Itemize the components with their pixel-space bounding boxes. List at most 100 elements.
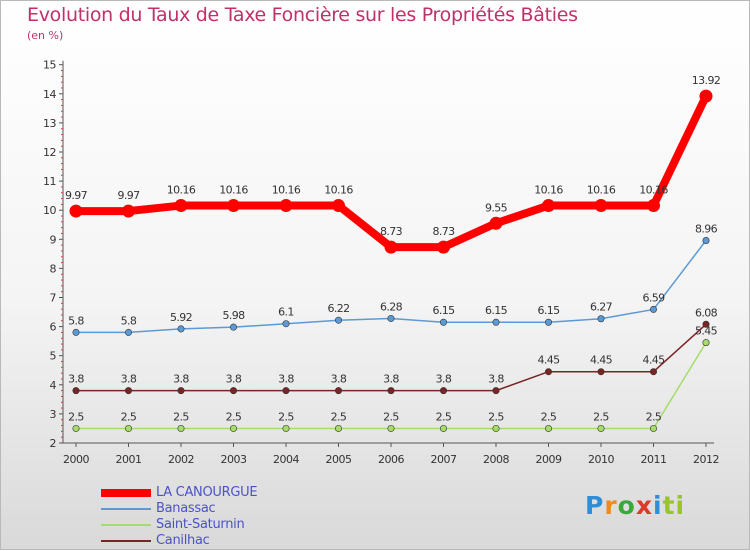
legend-label: Banassac: [156, 501, 216, 516]
y-tick-label: 11: [43, 175, 56, 188]
data-label: 3.8: [226, 373, 242, 386]
series-point: [72, 387, 80, 395]
data-label: 4.45: [537, 354, 560, 367]
data-label: 2.5: [593, 410, 609, 423]
data-label: 3.8: [278, 373, 294, 386]
logo-letter: i: [653, 491, 663, 520]
legend-item: Banassac: [101, 501, 401, 517]
y-tick-label: 6: [50, 321, 57, 334]
legend-item: Canilhac: [101, 533, 401, 549]
data-label: 2.5: [436, 410, 452, 423]
y-tick-label: 2: [50, 437, 57, 450]
legend-item: Saint-Saturnin: [101, 517, 401, 533]
x-tick-label: 2001: [116, 453, 142, 466]
series-point: [492, 424, 500, 432]
data-label: 6.15: [537, 304, 560, 317]
series-point: [125, 424, 133, 432]
data-label: 3.8: [121, 373, 137, 386]
x-tick-label: 2012: [693, 453, 719, 466]
x-tick-label: 2010: [588, 453, 614, 466]
data-label: 5.45: [695, 325, 718, 338]
series-point: [544, 368, 552, 376]
series-point: [492, 387, 500, 395]
data-label: 9.55: [485, 201, 508, 214]
y-tick-label: 12: [43, 146, 56, 159]
data-label: 4.45: [642, 354, 665, 367]
data-label: 9.97: [117, 189, 140, 202]
data-label: 8.96: [695, 222, 718, 235]
legend: LA CANOURGUE Banassac Saint-Saturnin Canilh…: [101, 485, 401, 549]
data-label: 13.92: [692, 74, 721, 87]
series-point: [649, 424, 657, 432]
y-tick-label: 10: [43, 204, 56, 217]
series-point: [387, 424, 395, 432]
logo-letter: x: [635, 491, 653, 520]
series-point: [125, 387, 133, 395]
x-tick-label: 2008: [483, 453, 509, 466]
data-label: 6.15: [432, 304, 455, 317]
x-tick-label: 2006: [378, 453, 404, 466]
data-label: 2.5: [278, 410, 294, 423]
data-label: 6.08: [695, 306, 718, 319]
series-point: [334, 316, 342, 324]
series-point: [69, 204, 83, 218]
x-tick-label: 2002: [168, 453, 194, 466]
series-point: [437, 240, 450, 254]
series-point: [230, 323, 238, 331]
series-point: [227, 199, 240, 213]
series-point: [177, 387, 185, 395]
x-tick-label: 2009: [536, 453, 562, 466]
series-point: [279, 199, 293, 213]
data-label: 3.8: [436, 373, 452, 386]
series-point: [387, 387, 395, 395]
series-point: [544, 424, 552, 432]
y-tick-label: 9: [50, 233, 57, 246]
series-point: [544, 318, 552, 326]
series-point: [332, 199, 345, 213]
logo-letter: r: [604, 491, 618, 520]
series-point: [699, 89, 713, 103]
x-tick-label: 2005: [326, 453, 352, 466]
y-tick-label: 4: [50, 379, 57, 392]
series-point: [334, 387, 342, 395]
series-point: [230, 424, 238, 432]
data-label: 4.45: [590, 354, 613, 367]
legend-swatch: [101, 540, 151, 542]
legend-label: Canilhac: [156, 533, 210, 548]
series-point: [439, 387, 447, 395]
legend-swatch: [101, 508, 151, 510]
data-label: 5.8: [121, 314, 137, 327]
series-point: [594, 199, 608, 213]
data-label: 2.5: [331, 410, 347, 423]
series-point: [649, 305, 657, 313]
data-label: 2.5: [646, 410, 662, 423]
series-point: [122, 204, 135, 218]
series-point: [334, 424, 342, 432]
series-point: [72, 328, 80, 336]
proxiti-logo: Proxiti: [585, 491, 685, 520]
logo-letter: P: [585, 491, 605, 520]
legend-label: Saint-Saturnin: [156, 517, 245, 532]
data-label: 8.73: [380, 225, 403, 238]
series-point: [177, 325, 185, 333]
series-point: [647, 199, 660, 213]
data-label: 10.16: [534, 184, 563, 197]
x-tick-label: 2004: [273, 453, 299, 466]
x-tick-label: 2011: [641, 453, 667, 466]
data-label: 5.98: [222, 309, 245, 322]
series-point: [439, 424, 447, 432]
logo-letter: i: [675, 491, 686, 520]
data-label: 6.22: [327, 302, 349, 315]
data-label: 6.28: [380, 300, 403, 313]
series-point: [597, 368, 605, 376]
legend-label: LA CANOURGUE: [156, 485, 258, 500]
series-point: [230, 387, 238, 395]
data-label: 2.5: [226, 410, 242, 423]
data-label: 2.5: [488, 410, 504, 423]
chart-title: Evolution du Taux de Taxe Foncière sur l…: [27, 4, 578, 26]
x-tick-label: 2007: [431, 453, 457, 466]
data-label: 10.16: [167, 184, 196, 197]
x-tick-label: 2003: [221, 453, 247, 466]
